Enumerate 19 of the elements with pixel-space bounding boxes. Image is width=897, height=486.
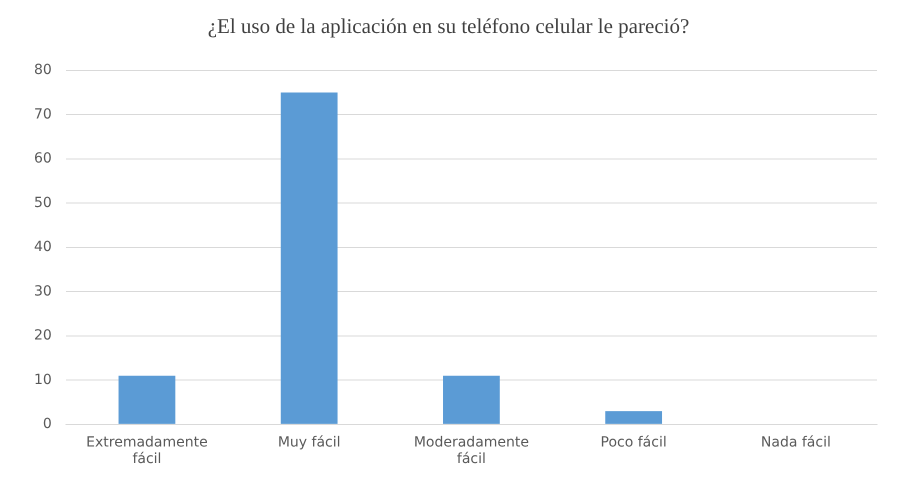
y-tick-label: 50 — [34, 194, 52, 211]
x-tick-label: Muy fácil — [278, 434, 341, 450]
x-tick-label: Poco fácil — [600, 434, 667, 450]
y-tick-label: 20 — [34, 328, 52, 344]
bar — [443, 376, 500, 424]
x-tick-label: Nada fácil — [760, 434, 831, 450]
chart-title: ¿El uso de la aplicación en su teléfono celular le pareció? — [206, 14, 690, 40]
y-tick-label: 80 — [34, 62, 52, 78]
y-tick-label: 70 — [34, 106, 52, 122]
bar — [605, 411, 662, 424]
y-tick-label: 60 — [34, 150, 52, 167]
bar — [280, 92, 338, 424]
y-tick-label: 10 — [34, 372, 52, 388]
x-tick-label: Extremadamente fácil — [86, 434, 208, 468]
y-tick-label: 0 — [42, 416, 52, 432]
x-tick-label: Moderadamente fácil — [414, 434, 529, 468]
y-tick-label: 30 — [34, 283, 52, 300]
y-tick-label: 40 — [34, 239, 52, 256]
bar — [118, 376, 176, 424]
